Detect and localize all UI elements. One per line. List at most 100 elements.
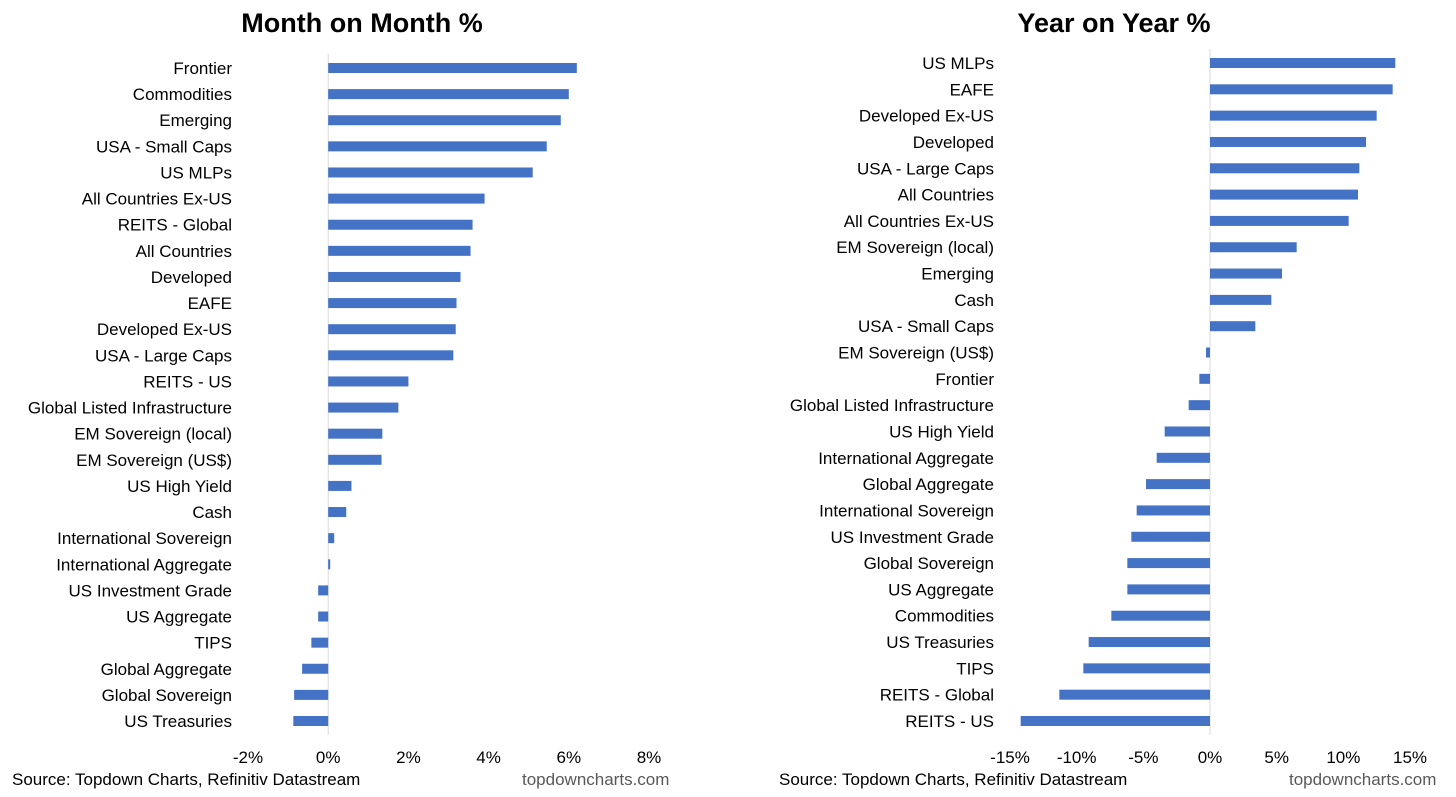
bar bbox=[1210, 215, 1349, 226]
bar bbox=[1136, 505, 1210, 516]
bar bbox=[328, 115, 561, 126]
x-tick-label: 6% bbox=[557, 748, 582, 767]
bar bbox=[1146, 479, 1210, 490]
bar bbox=[1156, 452, 1210, 463]
bar bbox=[328, 533, 335, 544]
category-label: All Countries bbox=[898, 186, 994, 205]
category-label: EM Sovereign (local) bbox=[74, 425, 232, 444]
x-tick-label: 0% bbox=[1198, 748, 1223, 767]
bar bbox=[1131, 531, 1210, 542]
bar bbox=[302, 663, 329, 674]
website-credit: topdowncharts.com bbox=[1289, 770, 1437, 789]
x-tick-label: 15% bbox=[1393, 748, 1427, 767]
category-label: EM Sovereign (US$) bbox=[838, 344, 994, 363]
category-label: Cash bbox=[954, 291, 994, 310]
category-label: Global Sovereign bbox=[864, 554, 994, 573]
bar bbox=[328, 219, 473, 230]
bar bbox=[1088, 637, 1210, 648]
chart-title-mom: Month on Month % bbox=[241, 8, 483, 38]
month-on-month-panel: Month on Month % Frontier Commodities Emer… bbox=[12, 8, 670, 789]
x-tick-label: 4% bbox=[476, 748, 501, 767]
category-label: Emerging bbox=[159, 111, 232, 130]
bar bbox=[1059, 689, 1210, 700]
bar bbox=[1111, 610, 1210, 621]
bar bbox=[328, 89, 569, 100]
category-label: USA - Small Caps bbox=[96, 137, 232, 156]
category-label: All Countries Ex-US bbox=[82, 190, 232, 209]
bar bbox=[328, 298, 457, 309]
category-label: Commodities bbox=[895, 607, 994, 626]
category-label: Developed bbox=[151, 268, 232, 287]
website-credit: topdowncharts.com bbox=[522, 770, 670, 789]
category-label: Developed bbox=[913, 133, 994, 152]
bar bbox=[1210, 242, 1297, 253]
bar bbox=[1210, 136, 1366, 147]
bar bbox=[1083, 663, 1210, 674]
bar bbox=[318, 611, 329, 622]
bar bbox=[328, 63, 577, 73]
category-label: REITS - Global bbox=[118, 216, 232, 235]
category-label: Global Listed Infrastructure bbox=[790, 396, 994, 415]
category-label: TIPS bbox=[194, 634, 232, 653]
bar bbox=[294, 689, 329, 700]
category-label: REITS - Global bbox=[880, 686, 994, 705]
category-label: All Countries Ex-US bbox=[844, 212, 994, 231]
category-label: USA - Small Caps bbox=[858, 317, 994, 336]
category-label: All Countries bbox=[136, 242, 232, 261]
chart-title-yoy: Year on Year % bbox=[1017, 8, 1211, 38]
category-label: US High Yield bbox=[889, 422, 994, 441]
category-label: US High Yield bbox=[127, 477, 232, 496]
x-tick-label: 5% bbox=[1264, 748, 1289, 767]
category-label: USA - Large Caps bbox=[95, 346, 232, 365]
category-label: US Investment Grade bbox=[831, 528, 994, 547]
category-label: Developed Ex-US bbox=[97, 320, 232, 339]
category-label: Commodities bbox=[133, 85, 232, 104]
bar bbox=[1210, 321, 1256, 332]
category-label: EM Sovereign (US$) bbox=[76, 451, 232, 470]
bar bbox=[328, 167, 533, 178]
category-label: Global Aggregate bbox=[863, 475, 994, 494]
category-label: US Treasuries bbox=[886, 633, 994, 652]
category-label: Emerging bbox=[921, 265, 994, 284]
category-label: US MLPs bbox=[922, 54, 994, 73]
bar bbox=[1210, 163, 1360, 174]
bar bbox=[1164, 426, 1210, 437]
bar bbox=[328, 245, 471, 256]
bar bbox=[328, 193, 485, 204]
category-label: Global Aggregate bbox=[101, 660, 232, 679]
category-label: Developed Ex-US bbox=[859, 107, 994, 126]
bar bbox=[1188, 400, 1210, 411]
bar bbox=[328, 507, 347, 518]
source-note: Source: Topdown Charts, Refinitiv Datast… bbox=[12, 770, 361, 789]
category-label: Global Sovereign bbox=[102, 686, 232, 705]
x-tick-label: 8% bbox=[637, 748, 662, 767]
category-label: US Aggregate bbox=[126, 608, 232, 627]
bar bbox=[328, 428, 383, 439]
bar bbox=[1127, 558, 1210, 569]
bar bbox=[328, 480, 352, 491]
bar bbox=[328, 271, 461, 282]
category-label: US Treasuries bbox=[124, 712, 232, 731]
category-label: Frontier bbox=[935, 370, 994, 389]
year-on-year-panel: Year on Year % US MLPs EAFE Developed Ex-U… bbox=[728, 0, 1456, 797]
category-label: EM Sovereign (local) bbox=[836, 238, 994, 257]
category-label: US Aggregate bbox=[888, 580, 994, 599]
year-on-year-chart: US MLPs EAFE Developed Ex-US Developed USA -… bbox=[790, 49, 1427, 767]
category-label: TIPS bbox=[956, 659, 994, 678]
bar bbox=[328, 454, 382, 465]
x-tick-label: -15% bbox=[990, 748, 1030, 767]
bar bbox=[328, 559, 331, 570]
category-label: International Sovereign bbox=[57, 529, 232, 548]
bar bbox=[311, 637, 329, 648]
bar bbox=[1210, 189, 1358, 200]
source-note: Source: Topdown Charts, Refinitiv Datast… bbox=[779, 770, 1128, 789]
x-tick-label: 10% bbox=[1326, 748, 1360, 767]
bar bbox=[1199, 373, 1210, 384]
category-label: USA - Large Caps bbox=[857, 159, 994, 178]
bar bbox=[1127, 584, 1210, 595]
bar bbox=[1020, 716, 1210, 726]
bar bbox=[1210, 294, 1272, 305]
bar bbox=[1210, 84, 1393, 95]
bar bbox=[328, 324, 456, 335]
bar bbox=[328, 350, 454, 361]
